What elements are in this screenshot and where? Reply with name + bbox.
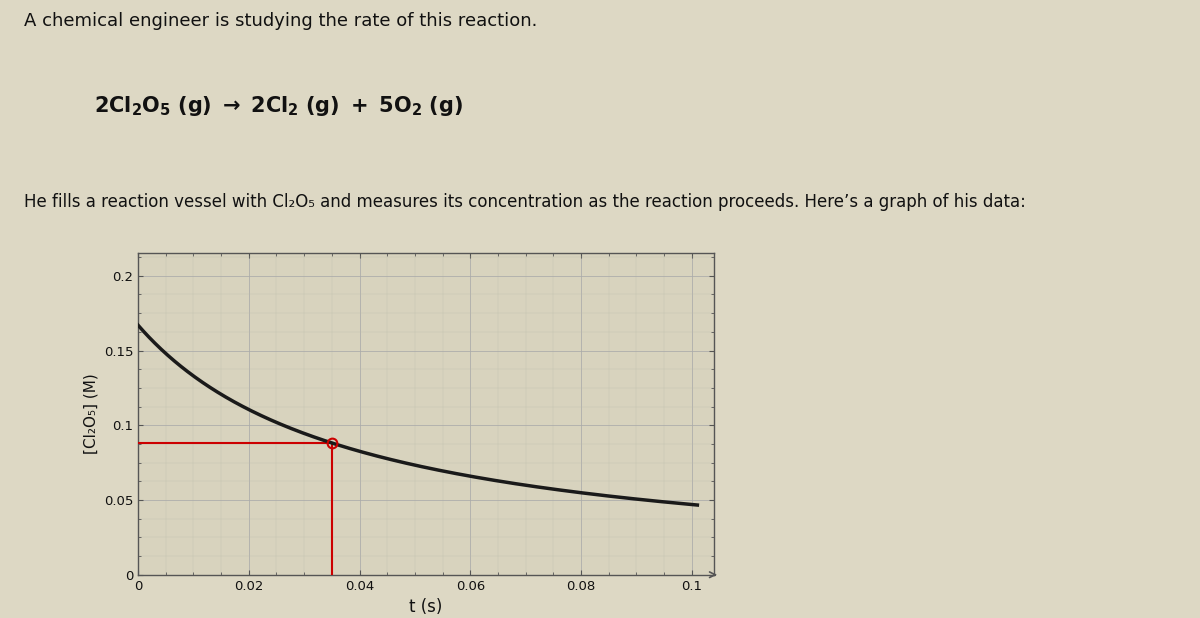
Text: A chemical engineer is studying the rate of this reaction.: A chemical engineer is studying the rate…	[24, 12, 538, 30]
Text: $\mathbf{2Cl_2O_5\ (g)\ \rightarrow\ 2Cl_2\ (g)\ +\ 5O_2\ (g)}$: $\mathbf{2Cl_2O_5\ (g)\ \rightarrow\ 2Cl…	[95, 94, 463, 118]
X-axis label: t (s): t (s)	[409, 598, 443, 616]
Y-axis label: [Cl₂O₅] (M): [Cl₂O₅] (M)	[83, 374, 98, 454]
Text: He fills a reaction vessel with Cl₂O₅ and measures its concentration as the reac: He fills a reaction vessel with Cl₂O₅ an…	[24, 193, 1026, 211]
